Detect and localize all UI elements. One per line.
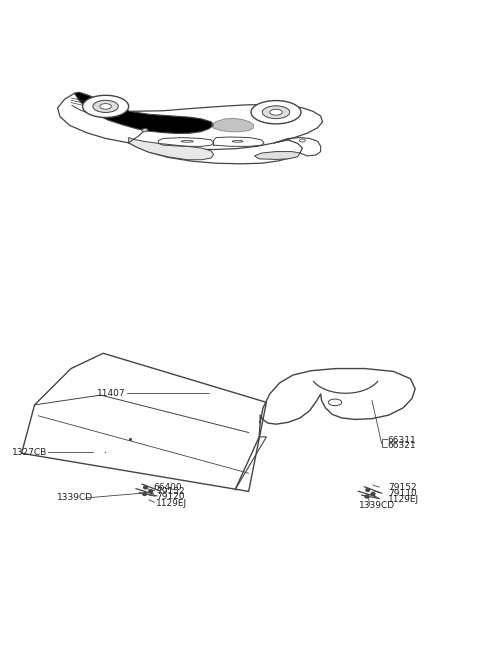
Circle shape bbox=[144, 486, 147, 489]
Text: 1339CD: 1339CD bbox=[57, 493, 93, 502]
Text: 79152: 79152 bbox=[388, 483, 417, 493]
Text: 66321: 66321 bbox=[388, 441, 417, 451]
Circle shape bbox=[147, 483, 151, 485]
Text: 66311: 66311 bbox=[388, 436, 417, 445]
Circle shape bbox=[366, 489, 370, 491]
Text: 1339CD: 1339CD bbox=[359, 500, 395, 510]
Ellipse shape bbox=[251, 101, 301, 124]
Circle shape bbox=[143, 493, 146, 495]
Polygon shape bbox=[142, 128, 148, 132]
Circle shape bbox=[371, 493, 375, 495]
Circle shape bbox=[365, 495, 369, 498]
Ellipse shape bbox=[93, 100, 118, 113]
Ellipse shape bbox=[270, 109, 282, 115]
Circle shape bbox=[370, 485, 373, 488]
Ellipse shape bbox=[232, 140, 243, 142]
Circle shape bbox=[93, 448, 104, 457]
Text: 1327CB: 1327CB bbox=[12, 447, 47, 457]
Text: 1129EJ: 1129EJ bbox=[388, 495, 419, 504]
Polygon shape bbox=[74, 92, 214, 134]
Polygon shape bbox=[58, 92, 323, 149]
Ellipse shape bbox=[262, 106, 290, 119]
Circle shape bbox=[210, 390, 220, 398]
Ellipse shape bbox=[300, 139, 305, 142]
Text: 66400: 66400 bbox=[154, 483, 182, 491]
Ellipse shape bbox=[328, 399, 342, 405]
Ellipse shape bbox=[100, 103, 111, 109]
Ellipse shape bbox=[181, 140, 193, 142]
Polygon shape bbox=[211, 119, 253, 132]
Text: 79110: 79110 bbox=[388, 489, 417, 498]
Text: 79120: 79120 bbox=[156, 493, 185, 501]
Text: 79152: 79152 bbox=[156, 487, 185, 496]
Polygon shape bbox=[22, 353, 266, 491]
Text: 1129EJ: 1129EJ bbox=[156, 498, 187, 508]
Circle shape bbox=[149, 490, 153, 493]
Polygon shape bbox=[129, 138, 214, 160]
Text: 11407: 11407 bbox=[97, 389, 126, 398]
Polygon shape bbox=[254, 151, 300, 159]
Ellipse shape bbox=[83, 96, 129, 117]
Polygon shape bbox=[235, 369, 415, 489]
